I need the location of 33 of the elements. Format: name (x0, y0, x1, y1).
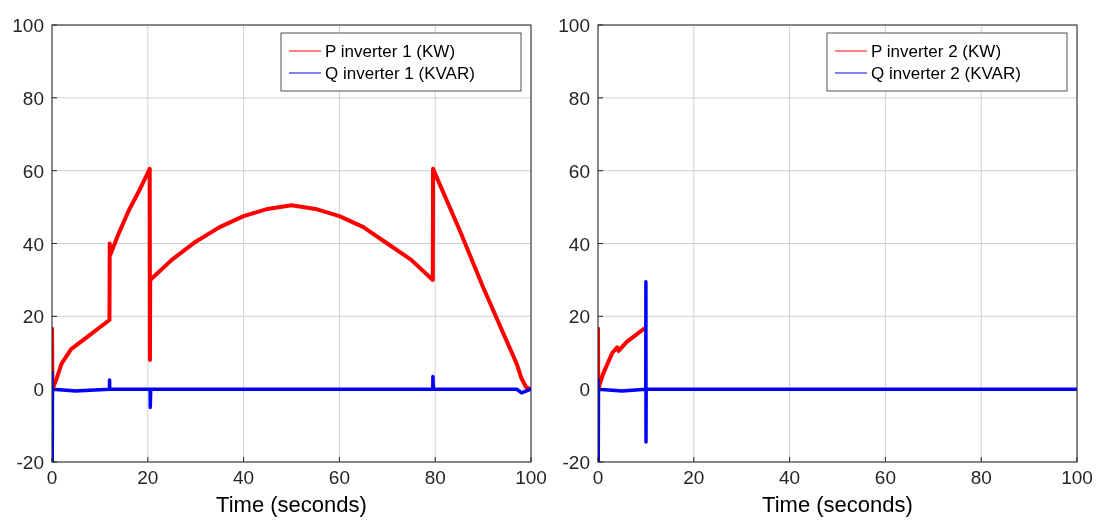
legend-label: P inverter 1 (KW) (325, 42, 456, 61)
y-tick-label: 0 (579, 379, 590, 401)
x-tick-label: 80 (424, 467, 446, 488)
x-tick-label: 40 (779, 467, 801, 488)
y-tick-label: 0 (33, 379, 44, 401)
y-tick-label: 60 (22, 160, 44, 182)
legend-label: P inverter 2 (KW) (871, 42, 1002, 61)
y-tick-label: 60 (568, 160, 590, 182)
y-tick-label: 20 (568, 306, 590, 328)
y-tick-label: 100 (558, 15, 590, 36)
y-tick-label: 100 (12, 15, 44, 36)
x-axis-title: Time (seconds) (762, 492, 913, 517)
legend-label: Q inverter 2 (KVAR) (871, 64, 1021, 83)
x-tick-label: 80 (970, 467, 992, 488)
x-tick-label: 100 (515, 467, 547, 488)
y-tick-label: -20 (16, 452, 44, 473)
y-tick-label: 40 (22, 233, 44, 255)
y-tick-label: 40 (568, 233, 590, 255)
legend-label: Q inverter 1 (KVAR) (325, 64, 475, 83)
y-tick-label: -20 (562, 452, 590, 473)
x-tick-label: 100 (1061, 467, 1093, 488)
line-series (52, 166, 531, 392)
x-tick-label: 40 (233, 467, 255, 488)
y-tick-label: 80 (22, 87, 44, 109)
x-tick-label: 0 (46, 467, 58, 488)
x-tick-label: 20 (137, 467, 159, 488)
y-tick-label: 80 (568, 87, 590, 109)
x-axis-title: Time (seconds) (216, 492, 367, 517)
x-tick-label: 60 (874, 467, 896, 488)
x-tick-label: 20 (683, 467, 705, 488)
x-tick-label: 0 (592, 467, 604, 488)
x-tick-label: 60 (328, 467, 350, 488)
y-tick-label: 20 (22, 306, 44, 328)
